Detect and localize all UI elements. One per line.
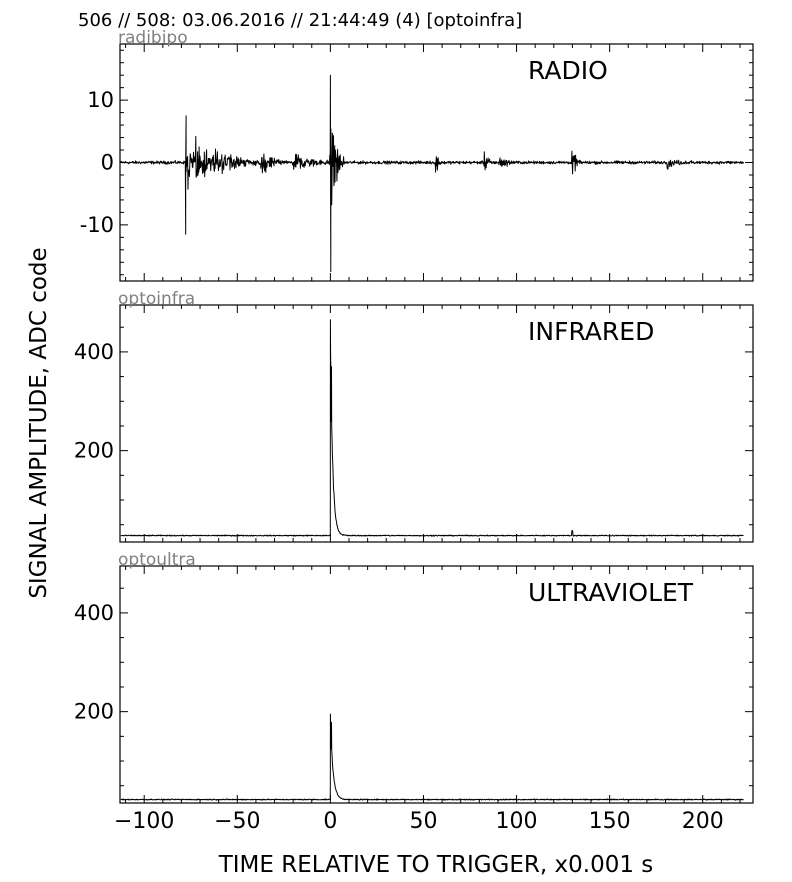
chart-page-title: 506 // 508: 03.06.2016 // 21:44:49 (4) [… (78, 10, 522, 31)
series-line-optoinfra (120, 319, 744, 537)
panel-frame (119, 565, 754, 804)
panel-source-label: optoinfra (118, 289, 195, 309)
x-tick-label: 100 (496, 809, 538, 834)
y-tick-label: 200 (74, 439, 114, 463)
panel-title: INFRARED (528, 317, 654, 346)
series-line-optoultra (120, 713, 744, 801)
panel-radio: 10 0 -10 radibipo RADIO (80, 28, 754, 282)
y-tick-label: 400 (74, 601, 114, 625)
x-axis-label: TIME RELATIVE TO TRIGGER, x0.001 s (218, 852, 654, 878)
panel-source-label: radibipo (118, 28, 188, 48)
x-tick-label: 200 (682, 809, 724, 834)
y-tick-label: 10 (87, 88, 114, 112)
x-tick-label: −100 (114, 809, 174, 834)
y-axis-label: SIGNAL AMPLITUDE, ADC code (26, 247, 52, 598)
x-tick-label: 150 (589, 809, 631, 834)
panel-ultraviolet: 400 200 optoultra ULTRAVIOLET (74, 550, 754, 804)
y-tick-label: -10 (80, 213, 114, 237)
y-tick-label: 200 (74, 700, 114, 724)
panel-infrared: 400 200 optoinfra INFRARED (74, 289, 754, 543)
panel-source-label: optoultra (118, 550, 196, 570)
x-tick-label: 0 (323, 809, 337, 834)
x-tick-label: 50 (409, 809, 437, 834)
x-tick-label: −50 (214, 809, 260, 834)
panel-title: ULTRAVIOLET (528, 578, 694, 607)
y-tick-label: 400 (74, 340, 114, 364)
panel-frame (119, 304, 754, 543)
chart-panels: 100-10radibipoRADIO400200optoinfraINFRAR… (74, 28, 754, 834)
y-tick-label: 0 (101, 151, 114, 175)
series-line-radibipo (120, 74, 744, 273)
panel-title: RADIO (528, 56, 608, 85)
